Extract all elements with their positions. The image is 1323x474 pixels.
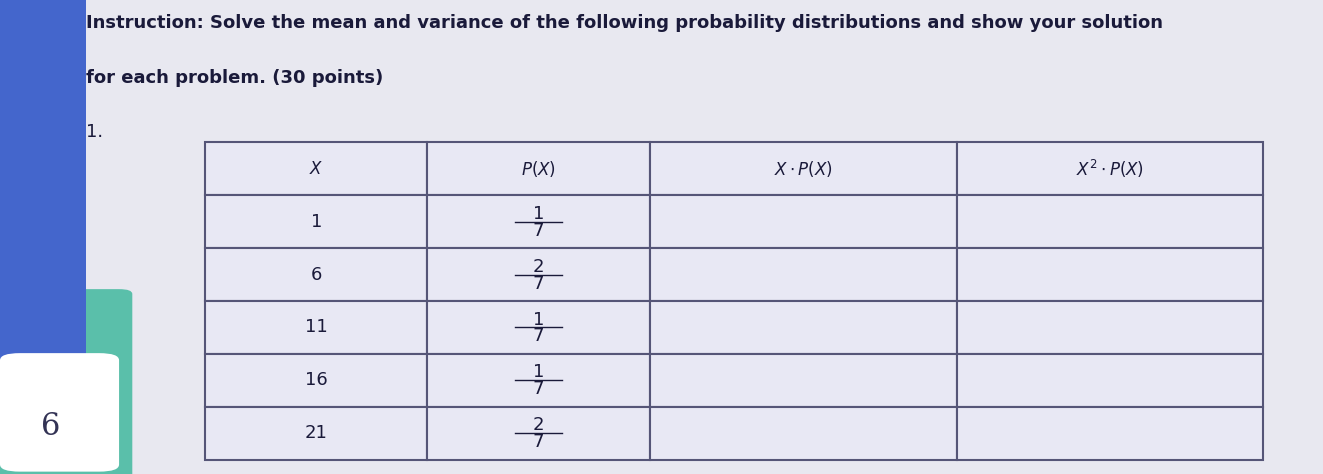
Text: 16: 16 [304, 372, 328, 389]
Text: 1.: 1. [86, 123, 103, 141]
Text: 6: 6 [311, 265, 321, 283]
Text: 6: 6 [41, 411, 60, 442]
Text: for each problem. (30 points): for each problem. (30 points) [86, 69, 384, 87]
Text: 7: 7 [533, 274, 544, 292]
Text: $\it{X}^2 \cdot \it{P(X)}$: $\it{X}^2 \cdot \it{P(X)}$ [1076, 158, 1144, 180]
Text: 1: 1 [533, 205, 544, 223]
Text: 1: 1 [311, 213, 321, 230]
Text: 7: 7 [533, 380, 544, 398]
Text: 1: 1 [533, 364, 544, 382]
Text: 1: 1 [533, 310, 544, 328]
Text: 21: 21 [304, 424, 328, 442]
Text: $\it{X} \cdot \it{P(X)}$: $\it{X} \cdot \it{P(X)}$ [774, 159, 832, 179]
Text: 2: 2 [533, 416, 544, 434]
Text: $\it{X}$: $\it{X}$ [310, 160, 323, 178]
Text: $\it{P(X)}$: $\it{P(X)}$ [521, 159, 556, 179]
Text: 7: 7 [533, 433, 544, 451]
Text: 11: 11 [304, 319, 328, 337]
Text: 7: 7 [533, 328, 544, 346]
Text: 2: 2 [533, 257, 544, 275]
Text: 7: 7 [533, 221, 544, 239]
Text: Instruction: Solve the mean and variance of the following probability distributi: Instruction: Solve the mean and variance… [86, 14, 1163, 32]
